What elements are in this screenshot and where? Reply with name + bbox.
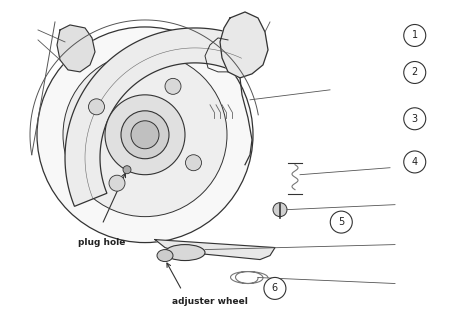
Circle shape	[404, 108, 426, 130]
Circle shape	[63, 53, 227, 217]
Circle shape	[37, 27, 253, 243]
Ellipse shape	[165, 245, 205, 260]
Text: 3: 3	[412, 114, 418, 124]
Text: 2: 2	[411, 67, 418, 78]
Circle shape	[404, 151, 426, 173]
Circle shape	[404, 61, 426, 83]
Circle shape	[89, 99, 104, 115]
Text: 1: 1	[412, 31, 418, 40]
Polygon shape	[155, 239, 275, 260]
Circle shape	[404, 24, 426, 46]
Circle shape	[109, 175, 125, 191]
Circle shape	[185, 155, 201, 171]
Circle shape	[123, 166, 131, 174]
Polygon shape	[65, 28, 250, 206]
Circle shape	[165, 78, 181, 94]
Text: 6: 6	[272, 283, 278, 294]
Circle shape	[105, 95, 185, 175]
Polygon shape	[220, 12, 268, 78]
Ellipse shape	[157, 250, 173, 261]
Ellipse shape	[273, 203, 287, 217]
Circle shape	[121, 111, 169, 159]
Circle shape	[330, 211, 352, 233]
Text: adjuster wheel: adjuster wheel	[172, 298, 248, 307]
Polygon shape	[57, 25, 95, 72]
Text: 5: 5	[338, 217, 345, 227]
Text: 4: 4	[412, 157, 418, 167]
Circle shape	[131, 121, 159, 149]
Text: plug hole: plug hole	[78, 238, 126, 247]
Circle shape	[264, 277, 286, 299]
